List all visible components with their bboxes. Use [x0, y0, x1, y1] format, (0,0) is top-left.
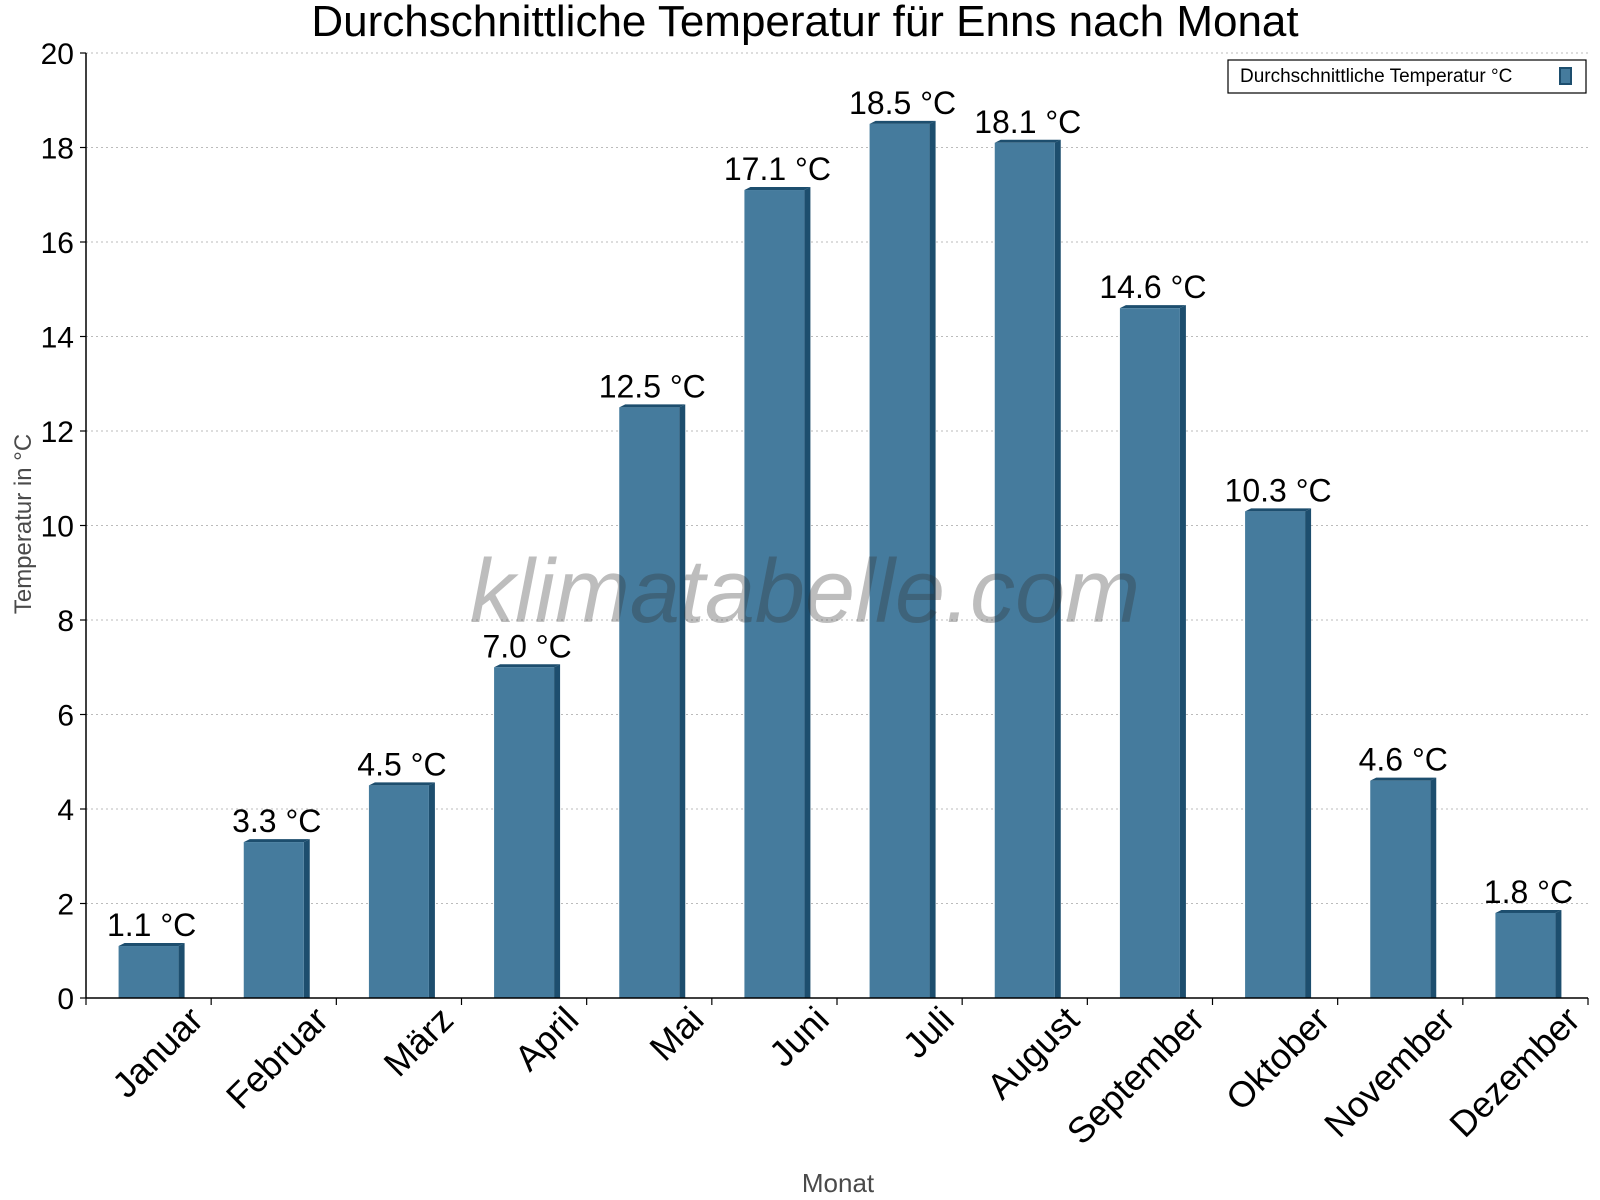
- data-label: 18.5 °C: [849, 85, 956, 121]
- data-label: 12.5 °C: [599, 368, 706, 404]
- bar: [1245, 508, 1312, 998]
- bar-side: [1430, 777, 1437, 998]
- bar-front: [368, 785, 429, 998]
- bars: [118, 120, 1562, 998]
- bar-top: [1245, 508, 1312, 512]
- y-axis-ticks: 0 2 4 6 8 10 12 14 16 18 20: [41, 38, 86, 1016]
- y-tick-label: 8: [57, 605, 74, 638]
- bar: [494, 664, 561, 998]
- bar: [744, 187, 811, 998]
- bar-side: [1054, 139, 1061, 998]
- bar-front: [243, 842, 304, 998]
- bar-front: [869, 123, 930, 998]
- bar-front: [744, 190, 805, 998]
- y-tick-label: 12: [41, 416, 74, 449]
- data-label: 1.8 °C: [1484, 874, 1573, 910]
- bar: [1495, 909, 1562, 998]
- gridlines: [86, 52, 1588, 904]
- bar-side: [804, 187, 811, 998]
- bar-front: [994, 142, 1055, 998]
- data-label: 4.6 °C: [1359, 742, 1448, 778]
- y-axis-label: Temperatur in °C: [10, 434, 37, 614]
- data-label: 14.6 °C: [1099, 269, 1206, 305]
- y-tick-label: 6: [57, 700, 74, 733]
- data-label: 17.1 °C: [724, 151, 831, 187]
- bar: [619, 404, 686, 998]
- bar: [1119, 305, 1186, 998]
- watermark: klimatabelle.com: [470, 542, 1140, 642]
- bar-side: [1305, 508, 1312, 998]
- data-label: 10.3 °C: [1225, 472, 1332, 508]
- bar-side: [428, 782, 435, 998]
- chart-title: Durchschnittliche Temperatur für Enns na…: [311, 0, 1298, 46]
- bar-front: [1370, 780, 1431, 998]
- bar: [243, 839, 310, 998]
- y-tick-label: 16: [41, 227, 74, 260]
- data-label: 18.1 °C: [974, 104, 1081, 140]
- data-label: 4.5 °C: [357, 746, 446, 782]
- bar-side: [1555, 909, 1562, 998]
- value-labels: 1.1 °C 3.3 °C 4.5 °C 7.0 °C 12.5 °C 17.1 °C 18…: [107, 85, 1573, 943]
- y-tick-label: 2: [57, 889, 74, 922]
- bar-side: [303, 839, 310, 998]
- y-tick-label: 0: [57, 983, 74, 1016]
- data-label: 7.0 °C: [482, 628, 571, 664]
- bar-side: [679, 404, 686, 998]
- bar-top: [994, 139, 1061, 143]
- bar-top: [619, 404, 686, 408]
- bar-front: [1119, 308, 1180, 998]
- y-tick-label: 4: [57, 794, 74, 827]
- bar-front: [1495, 912, 1556, 998]
- bar-top: [118, 943, 185, 947]
- x-axis-label: Monat: [802, 1168, 875, 1198]
- bar: [869, 120, 936, 998]
- y-tick-label: 20: [41, 38, 74, 71]
- legend-swatch: [1559, 67, 1572, 85]
- y-tick-label: 18: [41, 133, 74, 166]
- bar-side: [554, 664, 561, 998]
- bar-side: [929, 120, 936, 998]
- bar-top: [243, 839, 310, 843]
- bar-front: [118, 946, 179, 998]
- bar-top: [1495, 909, 1562, 913]
- bar-top: [869, 120, 936, 124]
- bar-front: [494, 667, 555, 998]
- bar-top: [368, 782, 435, 786]
- bar-top: [494, 664, 561, 668]
- y-tick-label: 10: [41, 511, 74, 544]
- legend-box: [1227, 59, 1587, 94]
- legend: Durchschnittliche Temperatur °C: [1227, 59, 1587, 94]
- bar: [994, 139, 1061, 998]
- bar: [368, 782, 435, 998]
- bar-front: [619, 407, 680, 998]
- bar: [1370, 777, 1437, 998]
- bar-top: [1370, 777, 1437, 781]
- bar-side: [178, 943, 185, 998]
- bar-front: [1245, 511, 1306, 998]
- data-label: 1.1 °C: [107, 907, 196, 943]
- data-label: 3.3 °C: [232, 803, 321, 839]
- bar-top: [744, 187, 811, 191]
- bar-top: [1119, 305, 1186, 309]
- y-tick-label: 14: [41, 322, 74, 355]
- bar-side: [1179, 305, 1186, 998]
- bar: [118, 943, 185, 998]
- legend-label: Durchschnittliche Temperatur °C: [1240, 66, 1512, 87]
